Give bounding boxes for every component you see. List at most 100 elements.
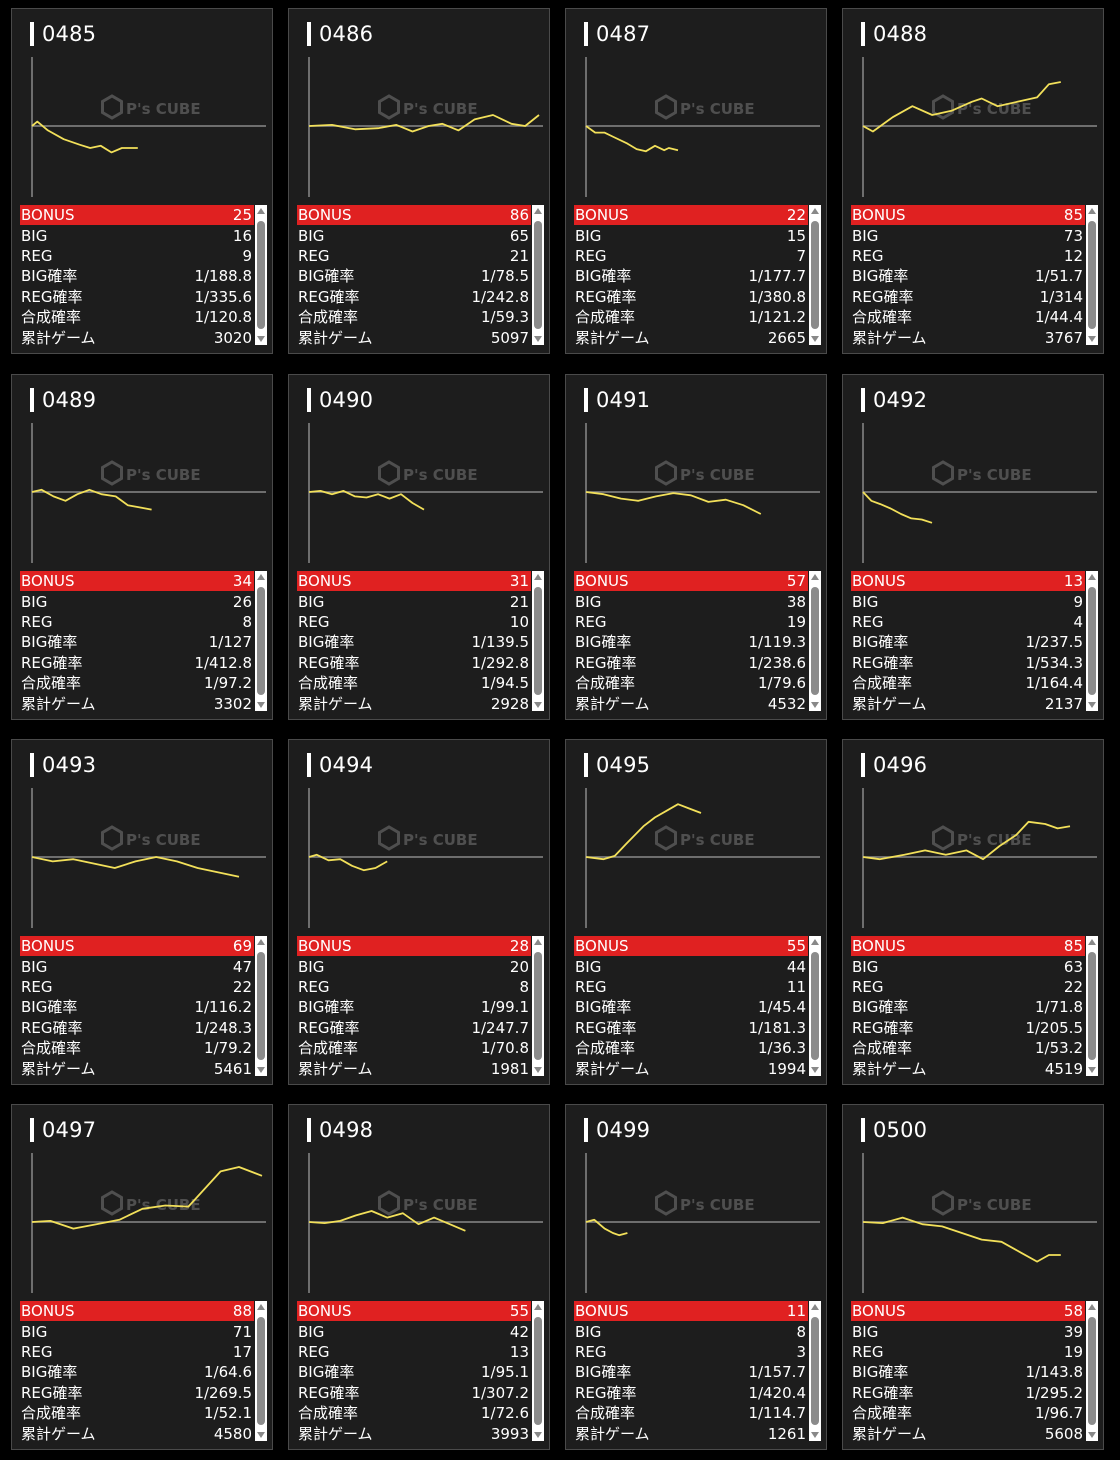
stats-scrollbar[interactable] bbox=[809, 1301, 821, 1441]
scroll-down-arrow-icon[interactable] bbox=[257, 336, 265, 342]
stats-scrollbar[interactable] bbox=[532, 936, 544, 1076]
machine-card-0492[interactable]: 0492 P's CUBE BONUS 13 BIG 9 REG 4 BIG確率 1/237.5 R… bbox=[842, 374, 1104, 720]
scroll-thumb[interactable] bbox=[1088, 587, 1096, 695]
scroll-up-arrow-icon[interactable] bbox=[1088, 939, 1096, 945]
machine-card-0493[interactable]: 0493 P's CUBE BONUS 69 BIG 47 REG 22 BIG確率 1/116.… bbox=[11, 739, 273, 1085]
scroll-down-arrow-icon[interactable] bbox=[811, 336, 819, 342]
stats-scrollbar[interactable] bbox=[255, 571, 267, 711]
scroll-up-arrow-icon[interactable] bbox=[1088, 1304, 1096, 1310]
scroll-thumb[interactable] bbox=[257, 952, 265, 1060]
stat-value: 20 bbox=[509, 957, 529, 976]
scroll-thumb[interactable] bbox=[811, 952, 819, 1060]
stat-value: 1/307.2 bbox=[471, 1383, 529, 1402]
stats-scrollbar[interactable] bbox=[1086, 1301, 1098, 1441]
stats-scrollbar[interactable] bbox=[255, 1301, 267, 1441]
stat-value: 1/248.3 bbox=[194, 1018, 252, 1037]
stat-row-big: BIG 8 bbox=[574, 1321, 808, 1341]
machine-card-0494[interactable]: 0494 P's CUBE BONUS 28 BIG 20 REG 8 BIG確率 1/99.1 R… bbox=[288, 739, 550, 1085]
scroll-up-arrow-icon[interactable] bbox=[257, 208, 265, 214]
scroll-down-arrow-icon[interactable] bbox=[811, 702, 819, 708]
machine-card-0500[interactable]: 0500 P's CUBE BONUS 58 BIG 39 REG 19 BIG確率 1/143.… bbox=[842, 1104, 1104, 1450]
stat-row-total-games: 累計ゲーム 1261 bbox=[574, 1423, 808, 1443]
machine-card-0497[interactable]: 0497 P's CUBE BONUS 88 BIG 71 REG 17 BIG確率 1/64.6… bbox=[11, 1104, 273, 1450]
scroll-down-arrow-icon[interactable] bbox=[534, 1067, 542, 1073]
stat-label: REG bbox=[21, 1342, 53, 1361]
scroll-up-arrow-icon[interactable] bbox=[257, 574, 265, 580]
scroll-thumb[interactable] bbox=[811, 1317, 819, 1425]
scroll-up-arrow-icon[interactable] bbox=[811, 208, 819, 214]
stat-row-reg: REG 8 bbox=[297, 977, 531, 997]
machine-card-0485[interactable]: 0485 P's CUBE BONUS 25 BIG 16 REG 9 BIG確率 1/188.8… bbox=[11, 8, 273, 354]
scroll-thumb[interactable] bbox=[534, 221, 542, 329]
stats-scrollbar[interactable] bbox=[809, 571, 821, 711]
scroll-down-arrow-icon[interactable] bbox=[811, 1067, 819, 1073]
scroll-up-arrow-icon[interactable] bbox=[1088, 574, 1096, 580]
stat-row-big: BIG 47 bbox=[20, 956, 254, 976]
stat-value: 47 bbox=[232, 957, 252, 976]
scroll-thumb[interactable] bbox=[257, 221, 265, 329]
machine-card-0488[interactable]: 0488 P's CUBE BONUS 85 BIG 73 REG 12 BIG確率 1/51.7… bbox=[842, 8, 1104, 354]
stat-row-reg: REG 7 bbox=[574, 246, 808, 266]
scroll-down-arrow-icon[interactable] bbox=[534, 336, 542, 342]
scroll-down-arrow-icon[interactable] bbox=[1088, 1067, 1096, 1073]
scroll-up-arrow-icon[interactable] bbox=[257, 939, 265, 945]
machine-card-0495[interactable]: 0495 P's CUBE BONUS 55 BIG 44 REG 11 BIG確率 1/45.4… bbox=[565, 739, 827, 1085]
stat-value: 63 bbox=[1063, 957, 1083, 976]
scroll-down-arrow-icon[interactable] bbox=[811, 1432, 819, 1438]
stats-scrollbar[interactable] bbox=[532, 571, 544, 711]
scroll-down-arrow-icon[interactable] bbox=[1088, 336, 1096, 342]
machine-card-0486[interactable]: 0486 P's CUBE BONUS 86 BIG 65 REG 21 BIG確率 1/78.5… bbox=[288, 8, 550, 354]
machine-card-0498[interactable]: 0498 P's CUBE BONUS 55 BIG 42 REG 13 BIG確率 1/95.1… bbox=[288, 1104, 550, 1450]
scroll-thumb[interactable] bbox=[257, 587, 265, 695]
scroll-down-arrow-icon[interactable] bbox=[257, 702, 265, 708]
stats-scrollbar[interactable] bbox=[532, 205, 544, 345]
scroll-thumb[interactable] bbox=[534, 952, 542, 1060]
scroll-up-arrow-icon[interactable] bbox=[1088, 208, 1096, 214]
scroll-down-arrow-icon[interactable] bbox=[257, 1067, 265, 1073]
scroll-up-arrow-icon[interactable] bbox=[811, 574, 819, 580]
scroll-up-arrow-icon[interactable] bbox=[534, 1304, 542, 1310]
scroll-thumb[interactable] bbox=[1088, 1317, 1096, 1425]
svg-text:P's CUBE: P's CUBE bbox=[680, 466, 755, 484]
scroll-up-arrow-icon[interactable] bbox=[811, 1304, 819, 1310]
scroll-down-arrow-icon[interactable] bbox=[534, 702, 542, 708]
machine-number: 0486 bbox=[319, 22, 374, 46]
stat-value: 1/420.4 bbox=[748, 1383, 806, 1402]
scroll-down-arrow-icon[interactable] bbox=[1088, 1432, 1096, 1438]
scroll-thumb[interactable] bbox=[257, 1317, 265, 1425]
scroll-up-arrow-icon[interactable] bbox=[811, 939, 819, 945]
stats-scrollbar[interactable] bbox=[255, 936, 267, 1076]
stats-scrollbar[interactable] bbox=[255, 205, 267, 345]
machine-card-0490[interactable]: 0490 P's CUBE BONUS 31 BIG 21 REG 10 BIG確率 1/139.… bbox=[288, 374, 550, 720]
machine-card-0489[interactable]: 0489 P's CUBE BONUS 34 BIG 26 REG 8 BIG確率 1/127 RE… bbox=[11, 374, 273, 720]
stats-scrollbar[interactable] bbox=[532, 1301, 544, 1441]
stat-label: BONUS bbox=[21, 206, 75, 225]
scroll-up-arrow-icon[interactable] bbox=[257, 1304, 265, 1310]
scroll-thumb[interactable] bbox=[534, 587, 542, 695]
stat-row-combined-rate: 合成確率 1/53.2 bbox=[851, 1038, 1085, 1058]
scroll-thumb[interactable] bbox=[534, 1317, 542, 1425]
stats-scrollbar[interactable] bbox=[809, 205, 821, 345]
machine-card-0496[interactable]: 0496 P's CUBE BONUS 85 BIG 63 REG 22 BIG確率 1/71.8… bbox=[842, 739, 1104, 1085]
scroll-down-arrow-icon[interactable] bbox=[1088, 702, 1096, 708]
scroll-up-arrow-icon[interactable] bbox=[534, 574, 542, 580]
machine-card-0487[interactable]: 0487 P's CUBE BONUS 22 BIG 15 REG 7 BIG確率 1/177.7… bbox=[565, 8, 827, 354]
scroll-up-arrow-icon[interactable] bbox=[534, 939, 542, 945]
scroll-thumb[interactable] bbox=[1088, 952, 1096, 1060]
stats-table: BONUS 88 BIG 71 REG 17 BIG確率 1/64.6 REG確率 1/269.5… bbox=[20, 1301, 254, 1443]
machine-card-0499[interactable]: 0499 P's CUBE BONUS 11 BIG 8 REG 3 BIG確率 1/157.7 R… bbox=[565, 1104, 827, 1450]
scroll-down-arrow-icon[interactable] bbox=[257, 1432, 265, 1438]
scroll-thumb[interactable] bbox=[1088, 221, 1096, 329]
stats-scrollbar[interactable] bbox=[1086, 936, 1098, 1076]
stats-table: BONUS 85 BIG 63 REG 22 BIG確率 1/71.8 REG確率 1/205.5… bbox=[851, 936, 1085, 1078]
machine-number: 0487 bbox=[596, 22, 651, 46]
scroll-up-arrow-icon[interactable] bbox=[534, 208, 542, 214]
stats-scrollbar[interactable] bbox=[809, 936, 821, 1076]
scroll-thumb[interactable] bbox=[811, 587, 819, 695]
stats-scrollbar[interactable] bbox=[1086, 571, 1098, 711]
machine-card-0491[interactable]: 0491 P's CUBE BONUS 57 BIG 38 REG 19 BIG確率 1/119.… bbox=[565, 374, 827, 720]
stats-scrollbar[interactable] bbox=[1086, 205, 1098, 345]
slump-line-0486 bbox=[308, 114, 540, 133]
scroll-down-arrow-icon[interactable] bbox=[534, 1432, 542, 1438]
scroll-thumb[interactable] bbox=[811, 221, 819, 329]
